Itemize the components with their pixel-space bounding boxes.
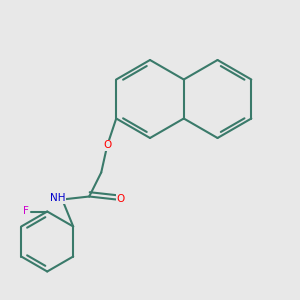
Text: F: F	[23, 206, 29, 217]
Text: O: O	[117, 194, 125, 205]
Text: NH: NH	[50, 193, 65, 203]
Text: O: O	[103, 140, 111, 151]
